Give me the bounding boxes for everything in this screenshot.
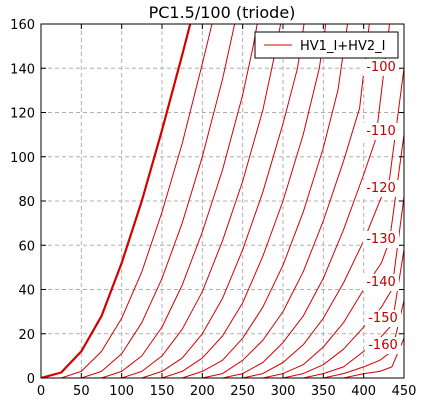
x-tick-label: 100: [109, 384, 134, 399]
x-tick-label: 50: [73, 384, 90, 399]
curve-1: [61, 24, 213, 378]
y-tick-label: 120: [10, 107, 35, 122]
x-tick-label: 200: [190, 384, 215, 399]
curve-label: -150: [368, 311, 398, 326]
curve-label-bg: [365, 337, 401, 354]
curve-label-bg: [363, 180, 399, 197]
y-tick-label: 0: [27, 372, 35, 387]
x-tick-label: 450: [392, 384, 417, 399]
x-tick-label: 150: [150, 384, 175, 399]
legend-label: HV1_I+HV2_I: [300, 39, 385, 54]
curve-3: [101, 24, 258, 378]
x-tick-label: 400: [351, 384, 376, 399]
x-tick-label: 350: [311, 384, 336, 399]
curve-12: [282, 196, 404, 378]
curve-label: -130: [366, 232, 396, 247]
curve-6: [161, 24, 327, 378]
y-tick-label: 140: [10, 62, 35, 77]
curve-label-bg: [363, 274, 399, 291]
x-tick-label: 0: [37, 384, 45, 399]
curve-0: [41, 24, 192, 378]
y-tick-label: 60: [18, 239, 35, 254]
chart-title: PC1.5/100 (triode): [149, 3, 296, 22]
curves: [41, 24, 404, 378]
y-tick-label: 80: [18, 195, 35, 210]
curve-label: -120: [366, 181, 396, 196]
curve-label: -100: [366, 60, 396, 75]
y-tick-label: 40: [18, 284, 35, 299]
curve-8: [202, 24, 370, 378]
y-tick-label: 20: [18, 328, 35, 343]
curve-11: [262, 134, 404, 378]
curve-9: [222, 24, 390, 378]
curve-label: -140: [366, 275, 396, 290]
curve-label-bg: [363, 123, 399, 140]
curve-15: [343, 338, 404, 378]
legend: HV1_I+HV2_I: [254, 31, 399, 59]
curve-4: [121, 24, 282, 378]
ticks: 0 50 100 150 200 250 300 350 400 450 0 20 40 60 80 100 1…: [10, 18, 416, 399]
curve-label-bg: [363, 231, 399, 248]
x-tick-label: 250: [230, 384, 255, 399]
curve-labels: -100 -110 -120 -130 -140 -150 -160: [363, 59, 401, 354]
curve-label: -160: [368, 338, 398, 353]
y-tick-label: 100: [10, 151, 35, 166]
curve-label: -110: [366, 124, 396, 139]
curve-label-bg: [363, 59, 399, 76]
curve-label-bg: [365, 310, 401, 327]
y-tick-label: 160: [10, 18, 35, 33]
curve-2: [81, 24, 236, 378]
curve-7: [182, 24, 348, 378]
curve-5: [141, 24, 305, 378]
x-tick-label: 300: [271, 384, 296, 399]
